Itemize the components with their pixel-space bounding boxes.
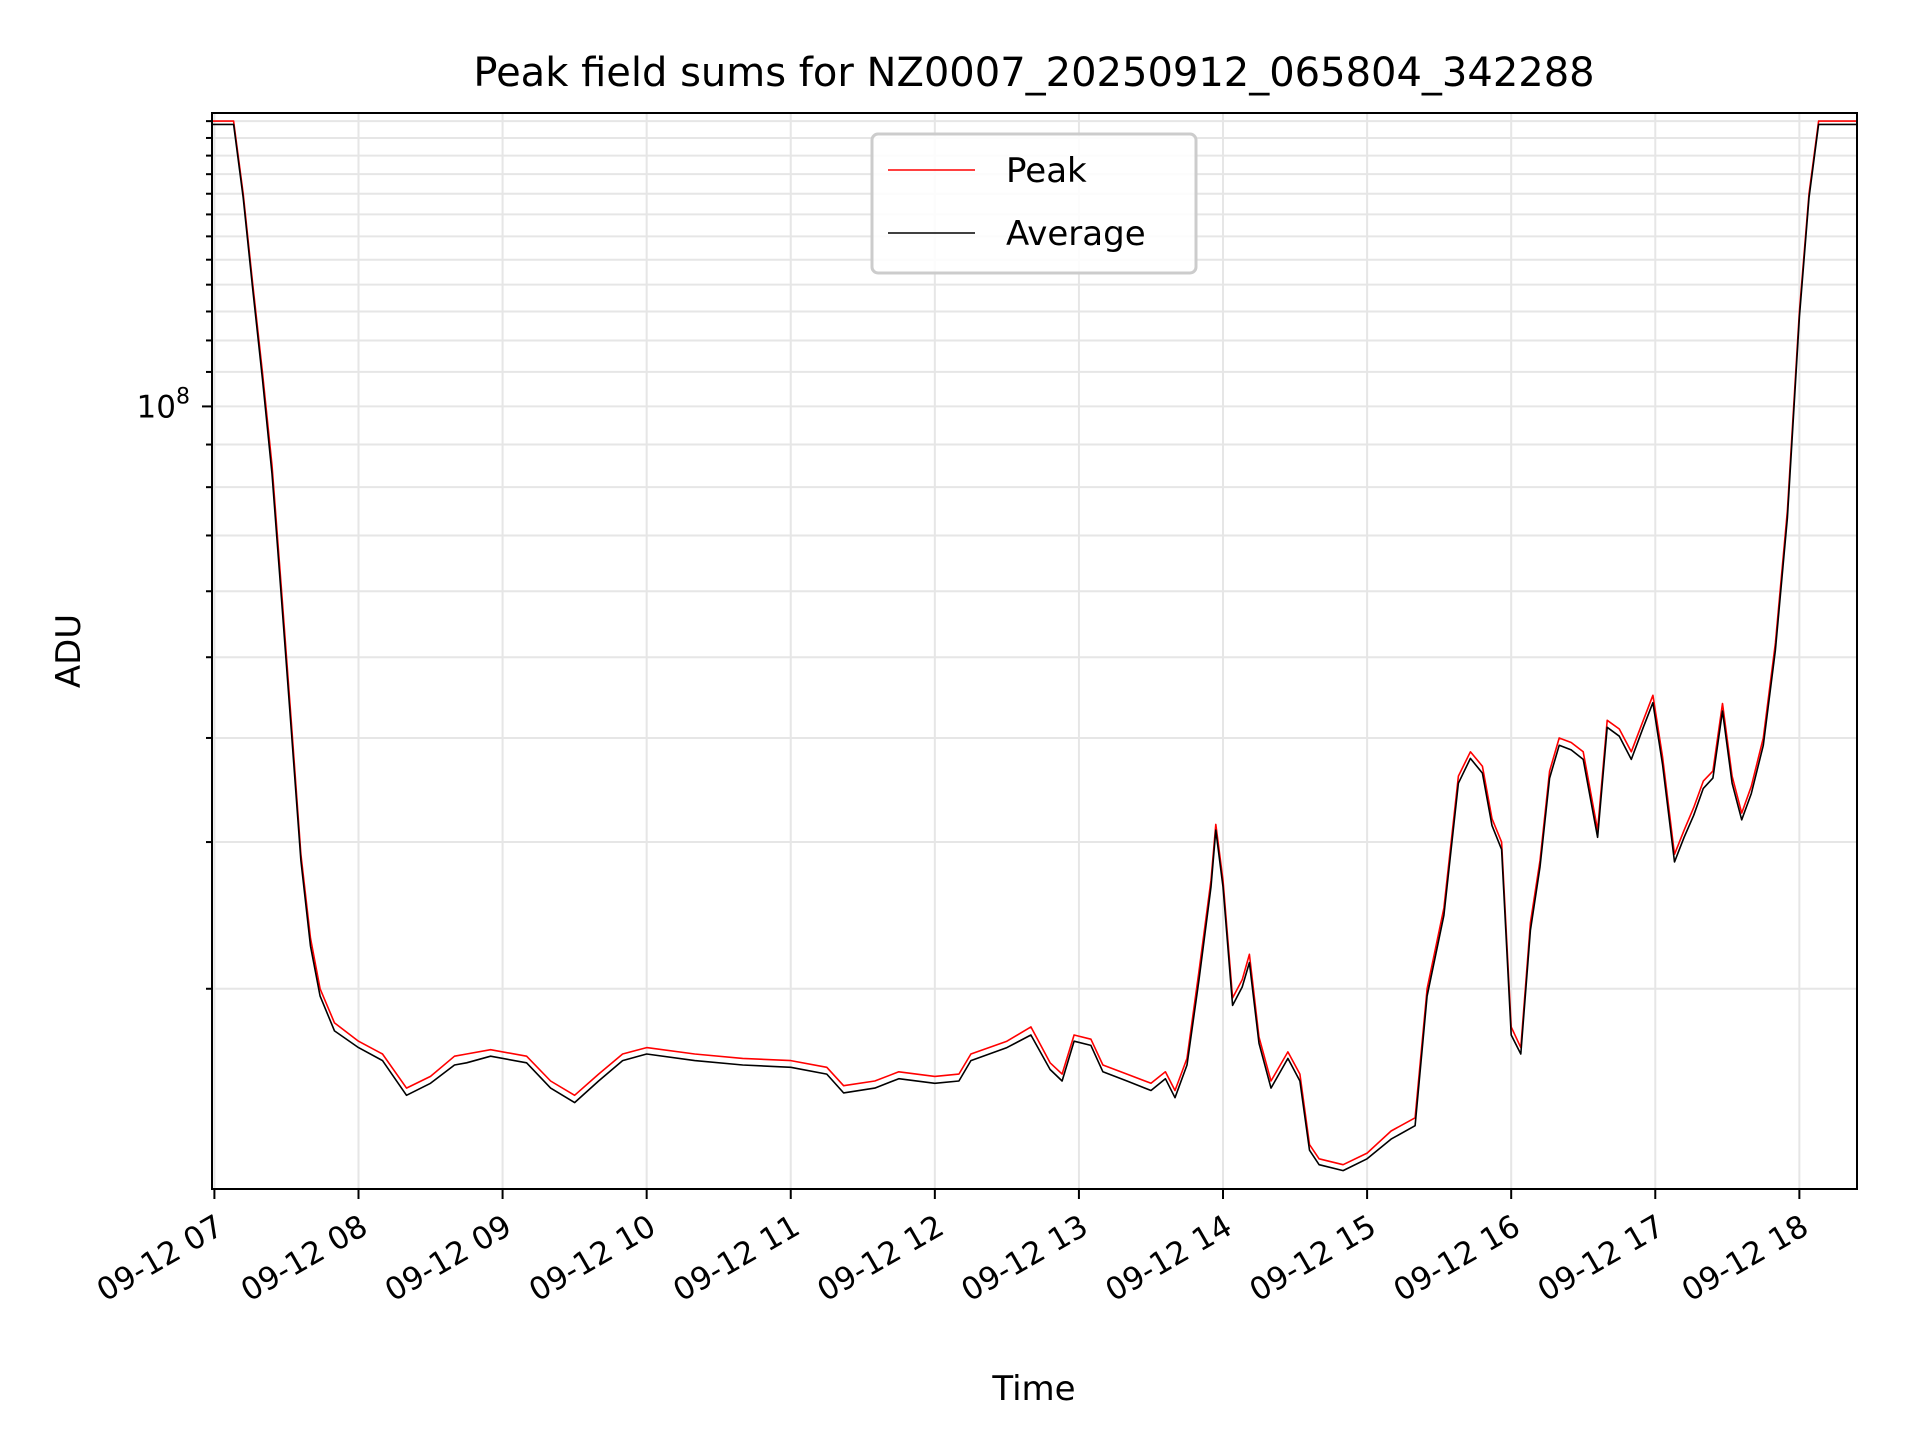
- legend-average-label: Average: [1006, 214, 1146, 254]
- y-tick-label: 108: [137, 384, 190, 425]
- plot-frame: [211, 112, 1858, 1190]
- chart-title: Peak field sums for NZ0007_20250912_0658…: [473, 50, 1594, 96]
- y-tick-label-base: 10: [137, 389, 176, 425]
- x-axis-label: Time: [991, 1369, 1075, 1409]
- y-axis: 108: [137, 120, 212, 990]
- series-layer: [212, 120, 1857, 1172]
- legend-box: [870, 132, 1198, 275]
- legend: Peak Average: [870, 132, 1198, 275]
- series-line-average: [212, 123, 1857, 1172]
- legend-peak-label: Peak: [1006, 151, 1087, 191]
- y-axis-label: ADU: [49, 614, 89, 688]
- y-tick-label-exponent: 8: [176, 384, 190, 409]
